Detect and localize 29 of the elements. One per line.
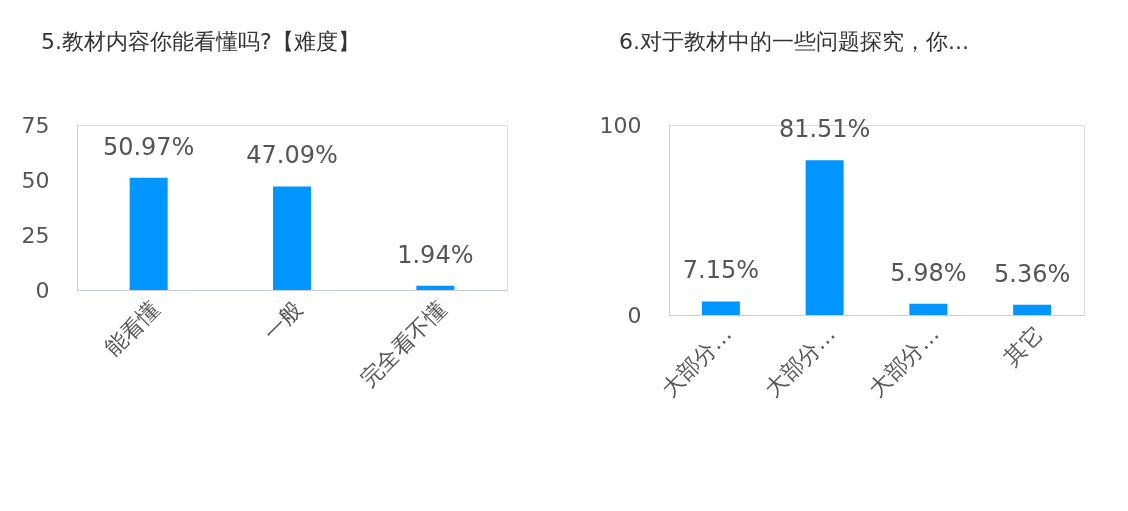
x-tick-label: 大部分… <box>864 321 944 402</box>
y-tick-label: 100 <box>599 112 642 138</box>
data-label: 81.51% <box>778 115 871 144</box>
x-tick-label: 大部分… <box>656 321 737 402</box>
chart-title: 6.对于教材中的一些问题探究，你... <box>619 29 969 54</box>
bar <box>416 285 455 290</box>
data-label: 1.94% <box>397 240 474 269</box>
y-tick-label: 75 <box>21 112 50 138</box>
x-tick-label: 能看懂 <box>99 296 165 361</box>
data-label: 47.09% <box>246 141 338 170</box>
bar <box>273 186 311 290</box>
data-label: 7.15% <box>682 256 759 285</box>
y-tick-label: 0 <box>627 302 642 328</box>
bar <box>129 177 168 290</box>
y-tick-label: 25 <box>21 222 50 248</box>
x-tick-label: 完全看不懂 <box>355 296 451 392</box>
data-label: 50.97% <box>102 132 195 161</box>
y-tick-label: 50 <box>21 167 50 193</box>
bar <box>805 160 844 315</box>
bar <box>1013 304 1052 315</box>
y-tick-label: 0 <box>35 277 50 303</box>
x-tick-label: 大部分… <box>760 321 841 402</box>
x-tick-label: 其它 <box>998 321 1048 371</box>
chart-title: 5.教材内容你能看懂吗?【难度】 <box>41 29 360 54</box>
data-label: 5.98% <box>890 258 967 287</box>
bar <box>909 303 948 315</box>
bar <box>701 301 740 315</box>
data-label: 5.36% <box>994 259 1071 288</box>
x-tick-label: 一般 <box>258 296 308 346</box>
